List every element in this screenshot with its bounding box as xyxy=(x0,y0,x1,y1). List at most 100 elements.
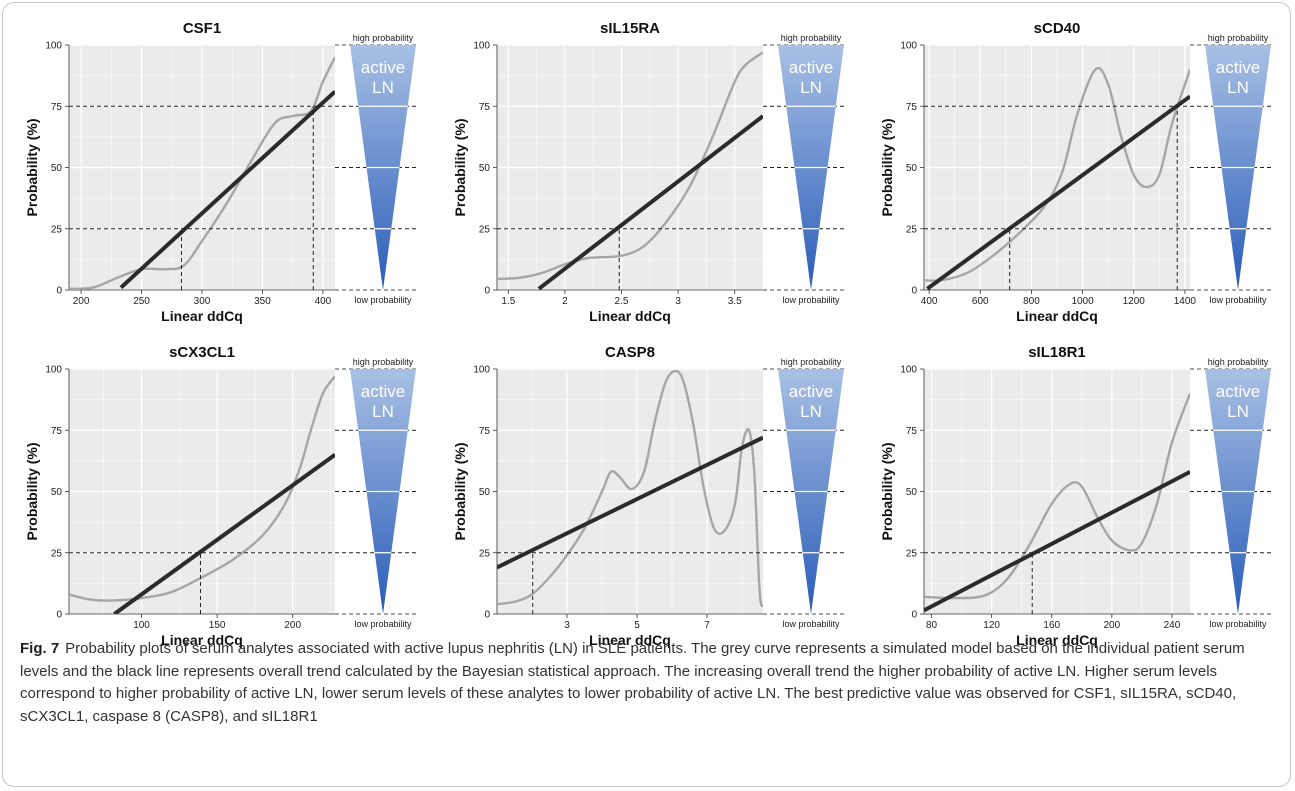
y-tick-label: 0 xyxy=(56,610,62,621)
caption-text: Probability plots of serum analytes asso… xyxy=(20,640,1245,725)
y-tick-label: 25 xyxy=(906,548,918,559)
y-tick-label: 75 xyxy=(906,102,918,113)
plot-series xyxy=(924,393,1190,613)
active-ln-label-line2: LN xyxy=(1227,402,1249,421)
x-tick-label: 800 xyxy=(1023,296,1040,307)
y-tick-label: 75 xyxy=(479,426,491,437)
x-tick-label: 120 xyxy=(983,620,1000,631)
x-tick-label: 100 xyxy=(133,620,150,631)
x-tick-label: 1000 xyxy=(1071,296,1094,307)
x-tick-label: 3 xyxy=(675,296,681,307)
x-tick-label: 3.5 xyxy=(728,296,742,307)
plot-series xyxy=(69,56,335,290)
x-tick-label: 160 xyxy=(1043,620,1060,631)
chart-title: sIL15RA xyxy=(600,20,660,37)
active-ln-label-line1: active xyxy=(1216,58,1260,77)
y-tick-label: 25 xyxy=(479,224,491,235)
x-tick-label: 200 xyxy=(73,296,90,307)
active-ln-label-line2: LN xyxy=(1227,78,1249,97)
y-axis-label: Probability (%) xyxy=(879,118,895,216)
y-tick-label: 0 xyxy=(56,286,62,297)
chart-title: CSF1 xyxy=(183,20,221,37)
active-ln-label-line2: LN xyxy=(372,402,394,421)
overall-trend-line xyxy=(119,90,335,290)
x-tick-label: 600 xyxy=(972,296,989,307)
y-axis-label: Probability (%) xyxy=(452,118,468,216)
y-tick-label: 50 xyxy=(51,163,63,174)
x-tick-label: 80 xyxy=(926,620,938,631)
x-axis-label: Linear ddCq xyxy=(161,632,243,648)
chart-title: CASP8 xyxy=(605,344,655,361)
x-axis-label: Linear ddCq xyxy=(161,308,243,324)
y-tick-label: 50 xyxy=(479,163,491,174)
chart-title: sCX3CL1 xyxy=(169,344,235,361)
high-probability-label: high probability xyxy=(1208,357,1269,367)
simulated-model-curve xyxy=(497,369,763,608)
x-axis-label: Linear ddCq xyxy=(1016,632,1098,648)
active-ln-label-line1: active xyxy=(789,382,833,401)
x-axis-label: Linear ddCq xyxy=(589,308,671,324)
simulated-model-curve xyxy=(497,51,763,281)
active-ln-label-line2: LN xyxy=(800,78,822,97)
plot-series xyxy=(497,51,763,290)
x-tick-label: 5 xyxy=(634,620,640,631)
x-tick-label: 400 xyxy=(921,296,938,307)
y-tick-label: 50 xyxy=(906,487,918,498)
x-tick-label: 2 xyxy=(562,296,568,307)
x-axis-label: Linear ddCq xyxy=(589,632,671,648)
active-ln-label-line2: LN xyxy=(800,402,822,421)
x-tick-label: 150 xyxy=(209,620,226,631)
y-axis-label: Probability (%) xyxy=(24,118,40,216)
simulated-model-curve xyxy=(924,393,1190,600)
plot-series xyxy=(497,369,763,608)
simulated-model-curve xyxy=(924,66,1190,282)
y-tick-label: 0 xyxy=(911,610,917,621)
high-probability-label: high probability xyxy=(781,33,842,43)
y-tick-label: 100 xyxy=(45,365,62,376)
chart-panel-casp8: 0 25 50 75 100 3 5 7 CASP8 Linear ddCq Probability… xyxy=(452,344,844,648)
active-ln-label-line1: active xyxy=(361,382,405,401)
plot-series xyxy=(924,66,1190,290)
x-tick-label: 1200 xyxy=(1123,296,1146,307)
low-probability-label: low probability xyxy=(782,295,840,305)
overall-trend-line xyxy=(497,435,763,570)
y-tick-label: 50 xyxy=(51,487,63,498)
low-probability-label: low probability xyxy=(354,619,412,629)
y-tick-label: 100 xyxy=(900,365,917,376)
simulated-model-curve xyxy=(69,375,335,602)
y-tick-label: 100 xyxy=(900,41,917,52)
chart-panel-sil18r1: 0 25 50 75 100 80 120 160 200 240 sIL18R1 Linear dd… xyxy=(879,344,1271,648)
chart-panel-csf1: 0 25 50 75 100 200 250 300 350 400 CSF1 Linear ddCq… xyxy=(24,20,416,324)
y-tick-label: 50 xyxy=(479,487,491,498)
x-tick-label: 1400 xyxy=(1174,296,1197,307)
x-tick-label: 200 xyxy=(1104,620,1121,631)
active-ln-label-line1: active xyxy=(1216,382,1260,401)
y-axis-label: Probability (%) xyxy=(452,442,468,540)
y-tick-label: 75 xyxy=(479,102,491,113)
chart-panel-sil15ra: 0 25 50 75 100 1.5 2 2.5 3 3.5 sIL15RA Linear ddCq P… xyxy=(452,20,844,324)
chart-panel-scd40: 0 25 50 75 100 400 600 800 1000 1200 1400 sCD40 Line… xyxy=(879,20,1271,324)
x-tick-label: 200 xyxy=(284,620,301,631)
x-tick-label: 250 xyxy=(133,296,150,307)
y-axis-label: Probability (%) xyxy=(879,442,895,540)
y-tick-label: 75 xyxy=(51,102,63,113)
overall-trend-line xyxy=(924,470,1190,613)
x-axis-label: Linear ddCq xyxy=(1016,308,1098,324)
y-tick-label: 100 xyxy=(473,41,490,52)
x-tick-label: 350 xyxy=(254,296,271,307)
active-ln-label-line2: LN xyxy=(372,78,394,97)
low-probability-label: low probability xyxy=(1209,619,1267,629)
x-tick-label: 400 xyxy=(315,296,332,307)
y-tick-label: 25 xyxy=(906,224,918,235)
x-tick-label: 1.5 xyxy=(501,296,515,307)
y-tick-label: 50 xyxy=(906,163,918,174)
y-tick-label: 75 xyxy=(51,426,63,437)
overall-trend-line xyxy=(537,114,763,290)
y-tick-label: 0 xyxy=(911,286,917,297)
low-probability-label: low probability xyxy=(354,295,412,305)
